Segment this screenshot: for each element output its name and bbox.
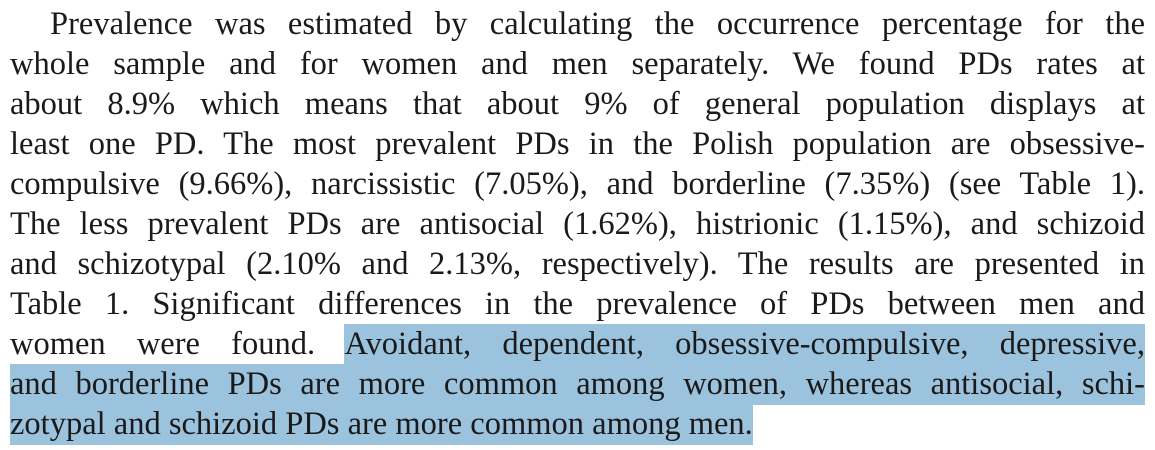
highlighted-text: zotypal and schizoid PDs are more common… — [10, 404, 753, 445]
highlighted-text: Avoidant, dependent, obsessive-compulsiv… — [344, 324, 1145, 365]
line-text: and schizotypal (2.10% and 2.13%, respec… — [10, 246, 1145, 282]
line-text: women were found. — [10, 326, 345, 362]
line-text: compulsive (9.66%), narcissistic (7.05%)… — [10, 166, 1145, 202]
paragraph-line-1: Prevalence was estimated by calculating … — [10, 4, 1145, 44]
line-text: The less prevalent PDs are antisocial (1… — [10, 206, 1145, 242]
paragraph-line-5: compulsive (9.66%), narcissistic (7.05%)… — [10, 164, 1145, 204]
paragraph-line-3: about 8.9% which means that about 9% of … — [10, 84, 1145, 124]
paragraph-line-4: least one PD. The most prevalent PDs in … — [10, 124, 1145, 164]
line-text: whole sample and for women and men separ… — [10, 46, 1145, 82]
paragraph-line-7: and schizotypal (2.10% and 2.13%, respec… — [10, 244, 1145, 284]
line-text: least one PD. The most prevalent PDs in … — [10, 126, 1145, 162]
line-text: about 8.9% which means that about 9% of … — [10, 86, 1145, 122]
paragraph-line-6: The less prevalent PDs are antisocial (1… — [10, 204, 1145, 244]
line-text: Prevalence was estimated by calculating … — [50, 6, 1145, 42]
paragraph-line-9: women were found. Avoidant, dependent, o… — [10, 324, 1145, 365]
paragraph-line-2: whole sample and for women and men separ… — [10, 44, 1145, 84]
paragraph-line-10: and borderline PDs are more common among… — [10, 364, 1145, 405]
paragraph-line-11: zotypal and schizoid PDs are more common… — [10, 404, 1145, 445]
highlighted-text: and borderline PDs are more common among… — [10, 364, 1145, 405]
line-text: Table 1. Significant differences in the … — [10, 286, 1145, 322]
paragraph-line-8: Table 1. Significant differences in the … — [10, 284, 1145, 324]
document-page: Prevalence was estimated by calculating … — [10, 0, 1145, 450]
